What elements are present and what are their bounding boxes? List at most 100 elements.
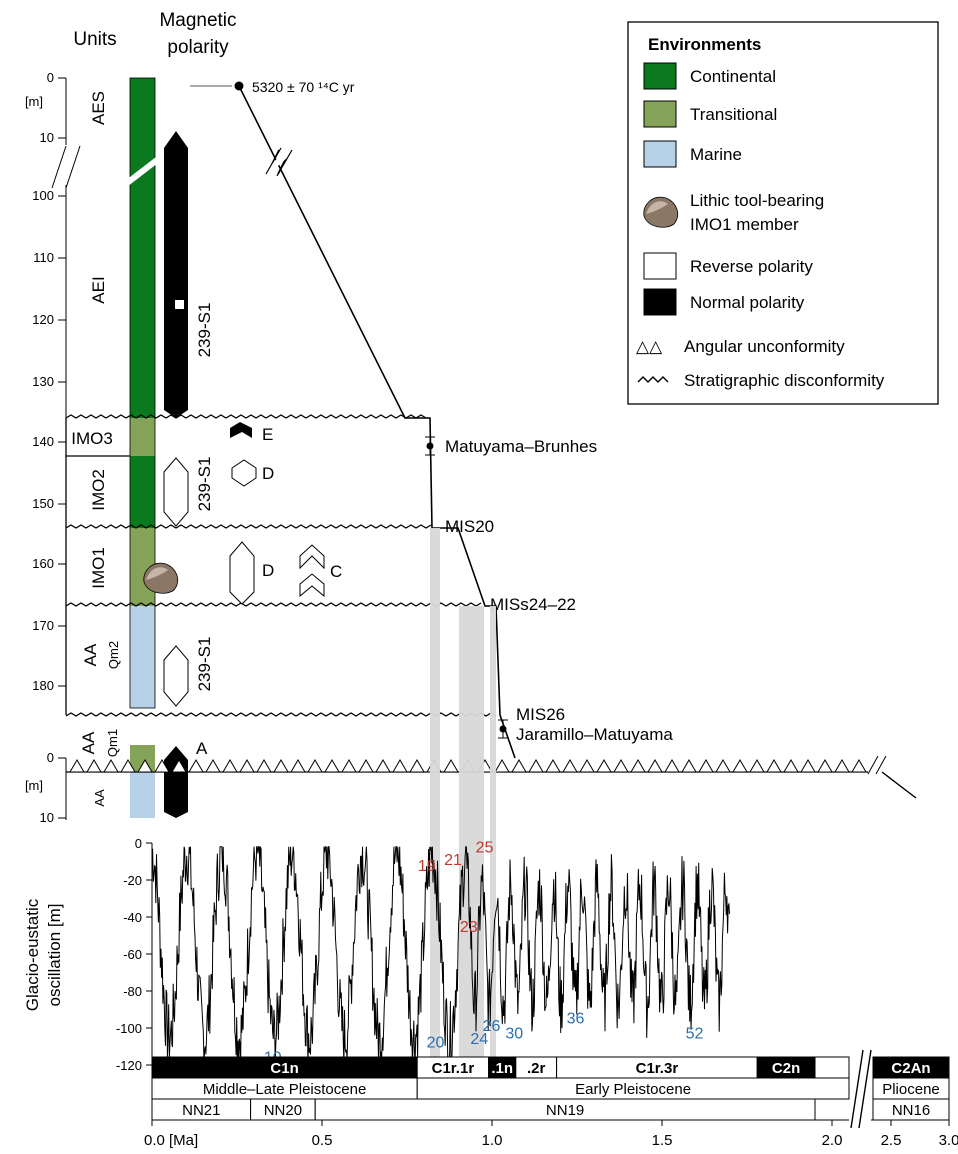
depth-tick-10: 10	[40, 130, 54, 145]
unconformity-triangle	[392, 759, 408, 773]
lithic-tool-icon	[143, 562, 179, 594]
unconformity-triangle	[239, 759, 255, 773]
sample-e-normal	[230, 422, 252, 438]
unconformity-triangle	[358, 759, 374, 773]
disconformity-153	[65, 524, 432, 529]
timescale-break-gap	[851, 1050, 871, 1128]
time-tick-label: 0.5	[312, 1132, 333, 1149]
legend-swatch-reverse	[643, 252, 677, 280]
legend-disconformity-symbol	[637, 376, 669, 383]
timescale-break	[858, 1049, 872, 1129]
chron-label: C2n	[772, 1060, 800, 1077]
chron-gap	[814, 1056, 850, 1079]
unconformity-triangle	[205, 759, 221, 773]
unconformity-triangle	[511, 759, 527, 773]
depth-unit-top: [m]	[25, 94, 43, 109]
unconformity-triangle	[103, 759, 119, 773]
age-depth-break-2	[276, 149, 293, 177]
unconformity-triangle	[766, 759, 782, 773]
legend-swatch-marine	[643, 140, 677, 168]
nannozone-label: NN16	[892, 1102, 930, 1119]
epoch-label: Early Pleistocene	[575, 1081, 691, 1098]
unconformity-triangle	[715, 759, 731, 773]
unconformity-triangle	[579, 759, 595, 773]
depth-tick-150: 150	[32, 496, 54, 511]
environment-column	[116, 77, 172, 818]
depth-tick-120: 120	[32, 312, 54, 327]
legend-disconformity: Stratigraphic disconformity	[684, 371, 885, 390]
sample-239-s1-lower: 239-S1	[195, 637, 214, 692]
depth-tick-160: 160	[32, 556, 54, 571]
unconformity-triangle	[171, 759, 187, 773]
unit-aa-qm1-a: AA	[79, 731, 98, 754]
c14-date: 5320 ± 70 ¹⁴C yr	[190, 79, 355, 95]
unconformity-triangle	[494, 759, 510, 773]
chron-label: C1n	[270, 1060, 298, 1077]
timescale: C1n C1r.1r .1n .2r C1r.3r C2n C2An Middle–Late …	[144, 1049, 958, 1149]
time-tick-label: 1.5	[652, 1132, 673, 1149]
unconformity-triangle	[817, 759, 833, 773]
unconformity-triangle	[256, 759, 272, 773]
legend-normal: Normal polarity	[690, 293, 805, 312]
sample-d-imo1	[229, 541, 255, 605]
chart-ylabel-2: oscillation [m]	[45, 904, 64, 1007]
depth-tick-0: 0	[47, 70, 54, 85]
sample-a-normal	[164, 746, 188, 818]
unconformity-triangle	[647, 759, 663, 773]
unconformity-triangle	[545, 759, 561, 773]
sample-d-imo2-label: D	[262, 464, 274, 483]
y-tick-label: 0	[135, 836, 142, 851]
correlation-mis20: MIS20	[445, 517, 494, 536]
sample-c-upper	[299, 544, 325, 570]
legend: Environments Continental Transitional Ma…	[627, 21, 939, 405]
units-header: Units	[73, 29, 116, 50]
legend-swatch-normal	[643, 288, 677, 316]
angular-unconformity	[66, 755, 917, 799]
correlation-matuyama-brunhes: Matuyama–Brunhes	[445, 437, 597, 456]
sample-c-lower	[299, 573, 325, 598]
unconformity-triangle	[800, 759, 816, 773]
sample-d-imo1-label: D	[262, 561, 274, 580]
mis-label-blue: 36	[567, 1011, 585, 1028]
unconformity-triangle	[562, 759, 578, 773]
unconformity-triangle	[290, 759, 306, 773]
nannozone-label: NN19	[546, 1102, 584, 1119]
unconformity-triangle	[851, 759, 867, 773]
mis-label-blue: 52	[686, 1025, 704, 1042]
legend-lithic-icon	[643, 196, 679, 228]
mis-label-blue: 20	[427, 1035, 445, 1052]
unconformity-triangle	[188, 759, 204, 773]
chron-label: C2An	[891, 1060, 930, 1077]
depth-tick-lower-0: 0	[47, 750, 54, 765]
unconformity-triangle	[69, 759, 85, 773]
unconformity-triangle	[222, 759, 238, 773]
depth-tick-180: 180	[32, 678, 54, 693]
magnetic-polarity-header-2: polarity	[167, 37, 229, 58]
polarity-log: 239-S1 E 239-S1 D D C 239-S1 A	[163, 131, 342, 818]
chron-label: C1r.3r	[636, 1060, 679, 1077]
legend-title: Environments	[648, 35, 761, 54]
nannozone-label: NN20	[264, 1102, 302, 1119]
unconformity-triangle	[273, 759, 289, 773]
unconformity-triangle	[86, 759, 102, 773]
mis-label-red: 21	[444, 852, 462, 869]
unconformity-triangle	[681, 759, 697, 773]
legend-marine: Marine	[690, 145, 742, 164]
reverse-polarity-sample	[175, 300, 184, 309]
chron-label: .1n	[491, 1060, 513, 1077]
depth-tick-100: 100	[32, 188, 54, 203]
y-tick-label: -80	[123, 984, 142, 999]
depth-tick-110: 110	[33, 250, 54, 265]
unconformity-triangle	[120, 759, 136, 773]
sea-level-chart: 0 -20 -40 -60 -80 -100 -120 Glacio-eustatic os…	[23, 836, 730, 1091]
y-tick-label: -40	[123, 910, 142, 925]
magnetic-polarity-header-1: Magnetic	[159, 10, 236, 31]
chron-label: .2r	[527, 1060, 546, 1077]
c14-date-label: 5320 ± 70 ¹⁴C yr	[252, 79, 355, 95]
unconformity-triangle	[732, 759, 748, 773]
time-tick-label: 3.0	[939, 1132, 958, 1149]
y-tick-label: -100	[116, 1021, 142, 1036]
depth-tick-130: 130	[32, 374, 54, 389]
normal-polarity-bar	[164, 131, 188, 418]
